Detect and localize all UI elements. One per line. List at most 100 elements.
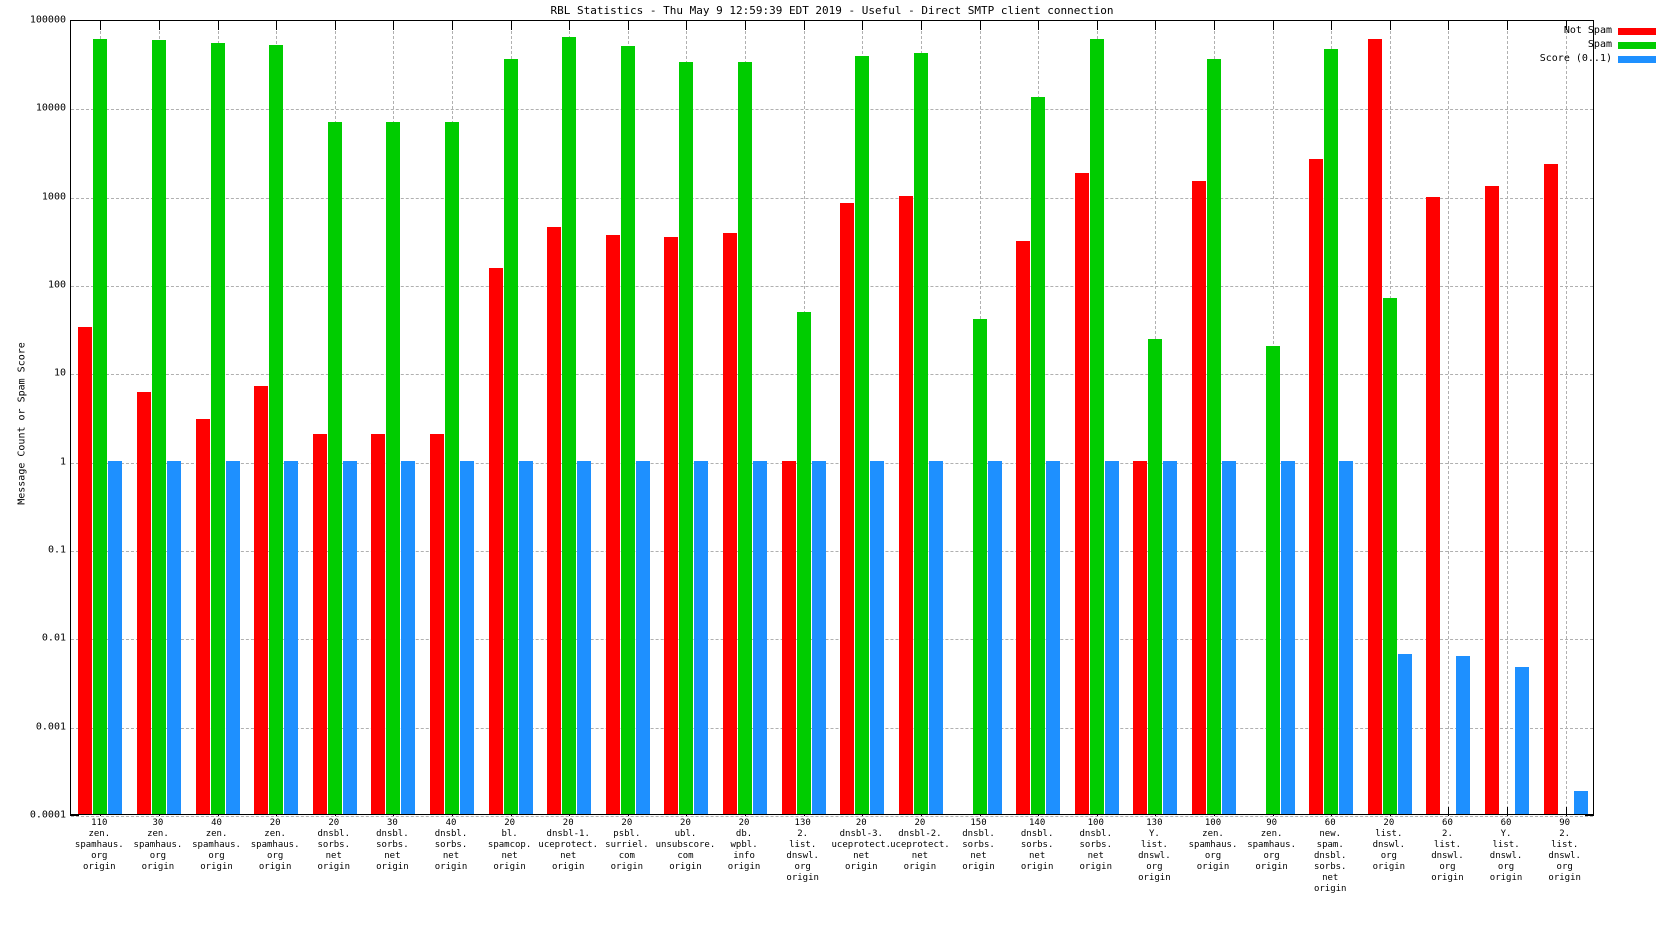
- bar-score[interactable]: [1280, 460, 1295, 814]
- bar-group[interactable]: [781, 21, 826, 814]
- bar-score[interactable]: [577, 460, 592, 814]
- bar-group[interactable]: [1074, 21, 1119, 814]
- bar-score[interactable]: [1339, 460, 1354, 814]
- bar-group[interactable]: [1192, 21, 1236, 814]
- bar-score[interactable]: [694, 460, 709, 814]
- bar-spam[interactable]: [913, 53, 928, 814]
- bar-notspam[interactable]: [1016, 240, 1031, 814]
- bar-group[interactable]: [1426, 21, 1471, 814]
- bar-notspam[interactable]: [78, 326, 93, 814]
- bar-group[interactable]: [547, 21, 592, 814]
- bar-group[interactable]: [1133, 21, 1178, 814]
- bar-spam[interactable]: [1324, 48, 1339, 814]
- bar-score[interactable]: [1104, 460, 1119, 814]
- bar-group[interactable]: [254, 21, 299, 814]
- bar-group[interactable]: [371, 21, 416, 814]
- legend-item[interactable]: Not Spam: [1540, 24, 1656, 38]
- bar-group[interactable]: [1367, 21, 1412, 814]
- bar-group[interactable]: [195, 21, 240, 814]
- bar-score[interactable]: [460, 460, 474, 814]
- bar-spam[interactable]: [620, 46, 635, 814]
- bar-score[interactable]: [108, 460, 123, 814]
- bar-score[interactable]: [928, 460, 943, 814]
- bar-notspam[interactable]: [1485, 185, 1500, 814]
- bar-score[interactable]: [1222, 460, 1236, 814]
- bar-notspam[interactable]: [1192, 181, 1206, 814]
- bar-notspam[interactable]: [1367, 38, 1382, 814]
- bar-spam[interactable]: [562, 37, 577, 814]
- bar-group[interactable]: [78, 21, 123, 814]
- bar-notspam[interactable]: [1074, 173, 1089, 814]
- bar-score[interactable]: [342, 460, 357, 814]
- legend-item[interactable]: Score (0..1): [1540, 52, 1656, 66]
- bar-group[interactable]: [605, 21, 650, 814]
- bar-score[interactable]: [284, 460, 299, 814]
- bar-score[interactable]: [1456, 655, 1471, 814]
- bar-score[interactable]: [870, 460, 885, 814]
- bar-score[interactable]: [1515, 667, 1530, 814]
- bar-spam[interactable]: [679, 61, 694, 814]
- bar-spam[interactable]: [210, 42, 225, 814]
- bar-score[interactable]: [225, 460, 240, 814]
- bar-score[interactable]: [1573, 791, 1588, 814]
- bar-score[interactable]: [401, 460, 416, 814]
- bar-spam[interactable]: [503, 59, 518, 814]
- bar-spam[interactable]: [1031, 97, 1046, 814]
- bar-notspam[interactable]: [1309, 159, 1324, 814]
- bar-group[interactable]: [488, 21, 533, 814]
- bar-notspam[interactable]: [136, 391, 151, 814]
- bar-notspam[interactable]: [1133, 460, 1148, 814]
- bar-spam[interactable]: [1148, 338, 1163, 814]
- bar-score[interactable]: [1046, 460, 1061, 814]
- bar-notspam[interactable]: [547, 227, 562, 814]
- bar-score[interactable]: [1163, 460, 1178, 814]
- bar-notspam[interactable]: [898, 196, 913, 814]
- bar-group[interactable]: [1251, 21, 1295, 814]
- bar-notspam[interactable]: [1426, 197, 1441, 814]
- bar-score[interactable]: [753, 460, 768, 814]
- bar-notspam[interactable]: [371, 434, 386, 814]
- bar-notspam[interactable]: [312, 434, 327, 814]
- bar-group[interactable]: [840, 21, 885, 814]
- bar-spam[interactable]: [1207, 59, 1221, 814]
- bar-spam[interactable]: [1089, 38, 1104, 814]
- bar-spam[interactable]: [386, 122, 401, 814]
- bar-group[interactable]: [664, 21, 709, 814]
- bar-notspam[interactable]: [664, 237, 679, 814]
- bar-spam[interactable]: [269, 44, 284, 814]
- bar-spam[interactable]: [796, 312, 811, 814]
- bar-notspam[interactable]: [195, 418, 210, 814]
- bar-group[interactable]: [1016, 21, 1061, 814]
- bar-score[interactable]: [1397, 653, 1412, 814]
- bar-notspam[interactable]: [840, 203, 855, 814]
- bar-group[interactable]: [723, 21, 768, 814]
- bar-spam[interactable]: [855, 56, 870, 814]
- bar-score[interactable]: [811, 460, 826, 814]
- bar-notspam[interactable]: [781, 460, 796, 814]
- bar-score[interactable]: [166, 460, 181, 814]
- bar-group[interactable]: [1543, 21, 1588, 814]
- bar-spam[interactable]: [1382, 297, 1397, 814]
- bar-group[interactable]: [312, 21, 357, 814]
- bar-notspam[interactable]: [430, 434, 444, 814]
- bar-score[interactable]: [987, 460, 1002, 814]
- bar-notspam[interactable]: [605, 235, 620, 814]
- bar-notspam[interactable]: [488, 268, 503, 814]
- bar-spam[interactable]: [151, 39, 166, 814]
- bar-group[interactable]: [958, 21, 1002, 814]
- bar-spam[interactable]: [93, 38, 108, 814]
- bar-score[interactable]: [635, 460, 650, 814]
- bar-spam[interactable]: [972, 319, 987, 814]
- bar-group[interactable]: [136, 21, 181, 814]
- bar-notspam[interactable]: [254, 386, 269, 814]
- bar-group[interactable]: [1309, 21, 1354, 814]
- bar-spam[interactable]: [445, 122, 459, 814]
- bar-notspam[interactable]: [1543, 163, 1558, 814]
- bar-group[interactable]: [430, 21, 474, 814]
- bar-group[interactable]: [898, 21, 943, 814]
- bar-notspam[interactable]: [723, 233, 738, 814]
- legend-item[interactable]: Spam: [1540, 38, 1656, 52]
- bar-score[interactable]: [518, 460, 533, 814]
- bar-spam[interactable]: [738, 61, 753, 814]
- bar-group[interactable]: [1485, 21, 1530, 814]
